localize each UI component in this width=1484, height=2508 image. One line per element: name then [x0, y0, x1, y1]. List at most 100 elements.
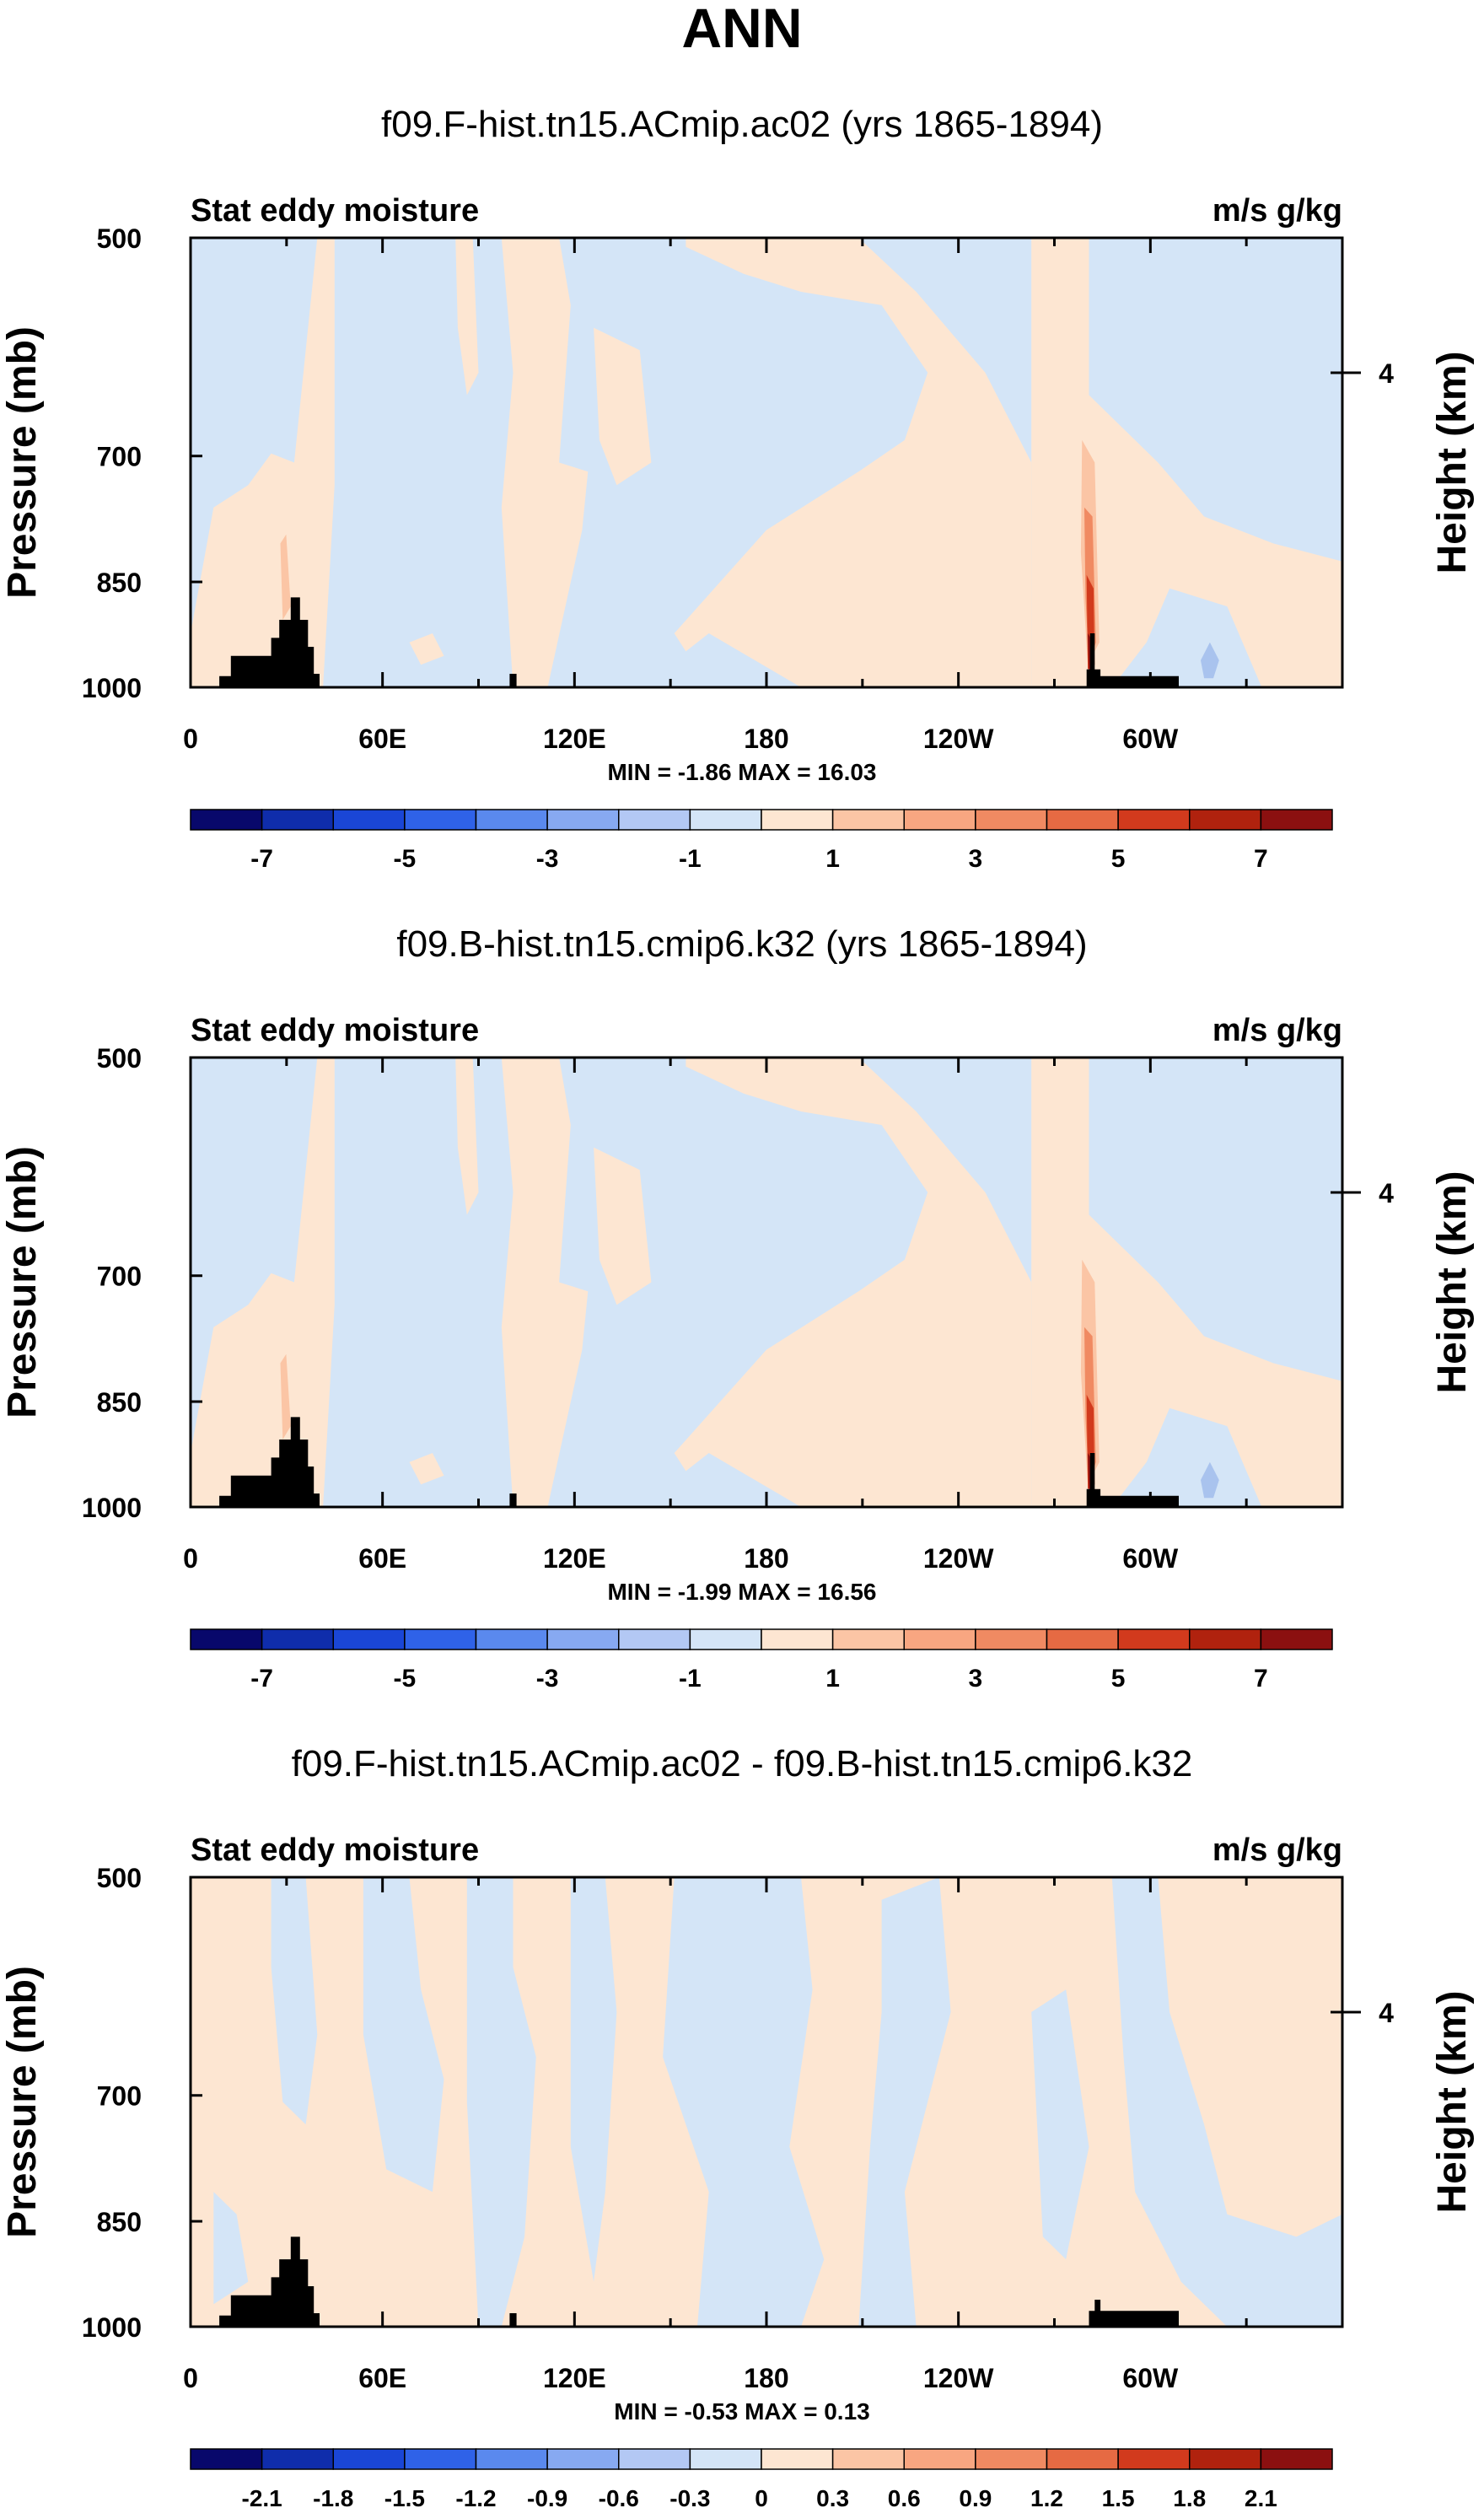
colorbar-label: -5	[394, 1665, 417, 1693]
colorbar-box	[975, 2448, 1048, 2470]
y-tick-label: 850	[97, 1387, 142, 1418]
colorbar-box	[1189, 1628, 1262, 1650]
colorbar-label: -2.1	[242, 2485, 282, 2508]
colorbar-box	[261, 809, 334, 831]
colorbar-box	[1046, 2448, 1119, 2470]
colorbar-label: -1	[679, 845, 702, 873]
colorbar-box	[546, 809, 620, 831]
colorbar-box	[1117, 2448, 1191, 2470]
colorbar-box	[831, 2448, 905, 2470]
left-label: Stat eddy moisture	[191, 1013, 479, 1048]
colorbar-label: 7	[1254, 1665, 1268, 1693]
y-right-axis-label: Height (km)	[1430, 1171, 1475, 1394]
right-label: m/s g/kg	[1212, 1833, 1342, 1868]
colorbar-label: -3	[536, 1665, 559, 1693]
colorbar-label: -1.5	[384, 2485, 425, 2508]
colorbar-label: 5	[1111, 845, 1126, 873]
colorbar-label: -0.6	[599, 2485, 639, 2508]
colorbar-label: 0.3	[816, 2485, 849, 2508]
pos-region	[501, 1058, 589, 1507]
x-tick-label: 180	[744, 1543, 788, 1574]
x-tick-label: 120E	[543, 724, 606, 754]
colorbar-box	[761, 809, 834, 831]
colorbar-box	[190, 809, 263, 831]
topography-andes	[1086, 1453, 1179, 1507]
colorbar-label: 1.5	[1102, 2485, 1135, 2508]
left-label: Stat eddy moisture	[191, 193, 479, 229]
colorbar-box	[475, 1628, 548, 1650]
topography-andes	[1089, 2300, 1179, 2327]
topography-africa	[219, 1417, 320, 1507]
y-tick-label: 1000	[82, 673, 142, 703]
colorbar-box	[975, 809, 1048, 831]
y-tick-label: 700	[97, 442, 142, 472]
colorbar-box	[404, 1628, 477, 1650]
right-label: m/s g/kg	[1212, 1013, 1342, 1048]
topography-islands	[509, 674, 517, 687]
y-tick-label: 500	[97, 223, 142, 254]
pos-region	[409, 633, 444, 665]
colorbar-label: -7	[250, 845, 273, 873]
colorbar-label: 3	[969, 1665, 983, 1693]
colorbar-box	[261, 1628, 334, 1650]
min-max-label: MIN = -0.53 MAX = 0.13	[614, 2398, 869, 2425]
colorbar-box	[689, 2448, 762, 2470]
neg-region	[663, 1877, 825, 2327]
pos-region	[409, 1453, 444, 1485]
pos-region	[594, 327, 652, 486]
neg-region	[466, 1877, 536, 2327]
colorbar-box	[1189, 2448, 1262, 2470]
colorbar-box	[1260, 1628, 1333, 1650]
colorbar-label: 2.1	[1245, 2485, 1277, 2508]
y-right-axis-label: Height (km)	[1430, 352, 1475, 574]
x-tick-label: 0	[183, 2363, 198, 2393]
colorbar-box	[261, 2448, 334, 2470]
colorbar-label: -5	[394, 845, 417, 873]
y-right-tick-label: 4	[1379, 1998, 1394, 2028]
x-tick-label: 120W	[923, 1543, 994, 1574]
left-label: Stat eddy moisture	[191, 1833, 479, 1868]
colorbar-box	[1260, 809, 1333, 831]
y-tick-label: 1000	[82, 2312, 142, 2343]
y-tick-label: 700	[97, 2081, 142, 2112]
x-tick-label: 0	[183, 1543, 198, 1574]
x-tick-label: 120W	[923, 2363, 994, 2393]
pos-region	[594, 1147, 652, 1305]
colorbar-box	[618, 2448, 691, 2470]
pos-region	[1031, 1058, 1089, 1507]
colorbar-label: -1	[679, 1665, 702, 1693]
colorbar-box	[831, 1628, 905, 1650]
colorbar-box	[618, 809, 691, 831]
y-right-tick-label: 4	[1379, 358, 1394, 389]
colorbar-box	[903, 2448, 976, 2470]
neg-patch	[1201, 1461, 1219, 1499]
neg-region	[271, 1877, 318, 2125]
contour-field	[191, 1058, 1342, 1507]
page-title: ANN	[682, 0, 803, 59]
x-tick-label: 0	[183, 724, 198, 754]
panel-1: f09.F-hist.tn15.ACmip.ac02 (yrs 1865-189…	[0, 104, 1475, 873]
topography-africa	[219, 597, 320, 687]
colorbar-label: 0.6	[888, 2485, 921, 2508]
colorbar-box	[903, 809, 976, 831]
pos-region	[191, 238, 335, 687]
topography-islands	[509, 2313, 517, 2327]
y-tick-label: 1000	[82, 1493, 142, 1523]
neg-region	[570, 1877, 617, 2282]
y-right-axis-label: Height (km)	[1430, 1991, 1475, 2214]
colorbar-box	[1117, 1628, 1191, 1650]
colorbar-box	[332, 1628, 406, 1650]
colorbar-box	[332, 809, 406, 831]
panel-title: f09.B-hist.tn15.cmip6.k32 (yrs 1865-1894…	[396, 923, 1087, 965]
pos-region	[455, 1058, 479, 1215]
y-axis-label: Pressure (mb)	[0, 326, 45, 599]
x-tick-label: 60W	[1122, 2363, 1179, 2393]
y-tick-label: 700	[97, 1262, 142, 1292]
neg-region	[1031, 1989, 1089, 2260]
neg-region	[213, 2192, 249, 2305]
y-tick-label: 500	[97, 1863, 142, 1893]
neg-region	[1111, 1877, 1342, 2327]
neg-region	[858, 1877, 951, 2327]
colorbar-box	[761, 1628, 834, 1650]
